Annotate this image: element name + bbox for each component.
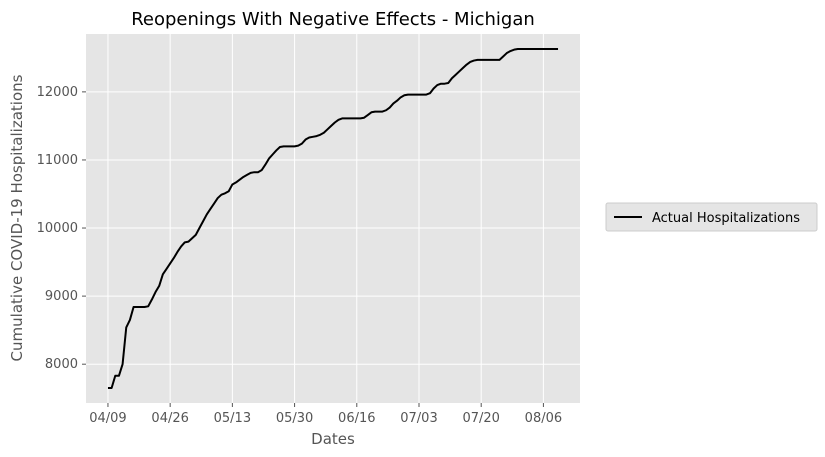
x-tick-label: 04/09	[89, 411, 126, 426]
x-tick-label: 07/20	[462, 411, 499, 426]
y-tick-label: 10000	[37, 221, 78, 236]
legend-label: Actual Hospitalizations	[652, 211, 800, 226]
x-tick-label: 06/16	[338, 411, 375, 426]
y-tick-label: 9000	[45, 289, 78, 304]
x-tick-label: 08/06	[525, 411, 562, 426]
y-tick-label: 12000	[37, 85, 78, 100]
x-tick-label: 05/13	[214, 411, 251, 426]
legend-box	[605, 202, 818, 232]
legend: Actual Hospitalizations	[605, 202, 818, 232]
y-axis-label: Cumulative COVID-19 Hospitalizations	[8, 74, 26, 361]
chart-title: Reopenings With Negative Effects - Michi…	[131, 9, 535, 30]
x-tick-label: 04/26	[151, 411, 188, 426]
series-line-actual-hospitalizations	[107, 47, 559, 390]
x-axis-ticks: 04/09 04/26 05/13 05/30 06/16 07/03 07/20 08/06	[89, 403, 562, 426]
series-layer	[107, 47, 559, 390]
y-axis-ticks: 8000 9000 10000 11000 12000	[37, 85, 86, 372]
x-tick-label: 07/03	[400, 411, 437, 426]
x-tick-label: 05/30	[276, 411, 313, 426]
plot-background	[86, 34, 580, 403]
y-tick-label: 8000	[45, 357, 78, 372]
x-axis-label: Dates	[311, 430, 355, 448]
y-tick-label: 11000	[37, 153, 78, 168]
